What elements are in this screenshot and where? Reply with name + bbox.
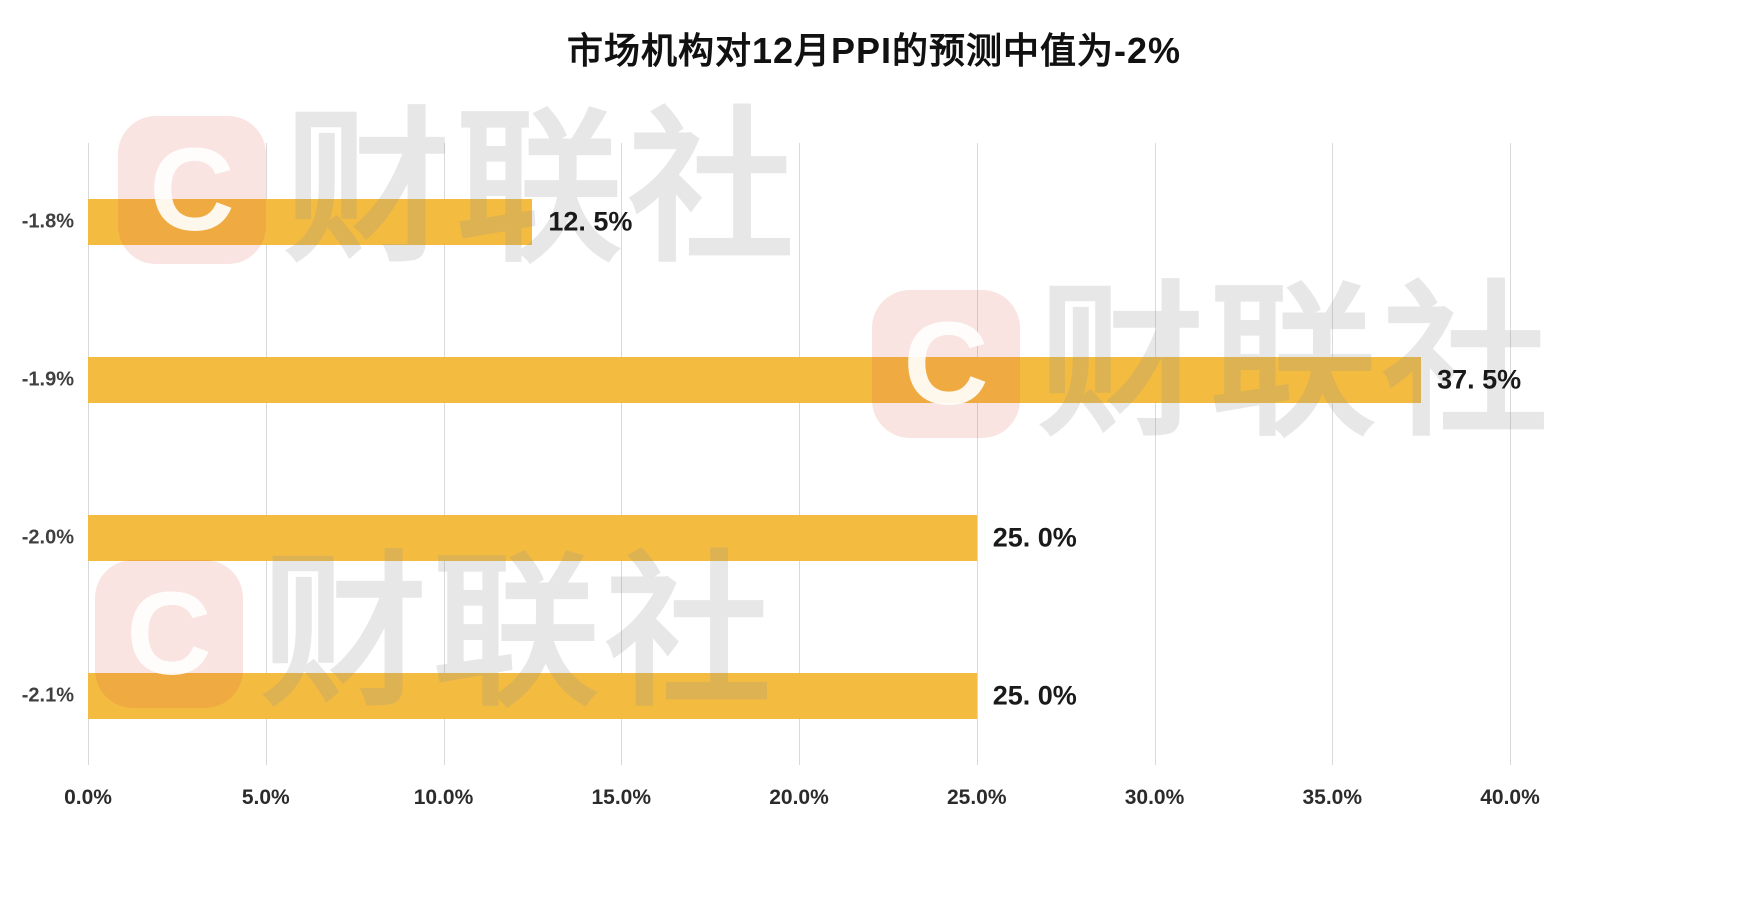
category-label: -1.9%: [21, 368, 74, 391]
value-label: 37. 5%: [1437, 364, 1522, 395]
gridline: [976, 143, 978, 765]
x-tick-label: 15.0%: [591, 786, 652, 809]
gridline: [1332, 143, 1334, 765]
x-tick-label: 35.0%: [1302, 786, 1363, 809]
x-tick-label: 5.0%: [241, 786, 290, 809]
x-tick-label: 40.0%: [1480, 786, 1540, 809]
bar--2.0%: [88, 515, 977, 561]
value-label: 25. 0%: [992, 522, 1077, 553]
bar--1.8%: [88, 199, 533, 245]
bar--1.9%: [88, 357, 1422, 403]
x-tick-label: 20.0%: [769, 786, 829, 809]
x-tick-label: 10.0%: [413, 786, 474, 809]
value-label: 12. 5%: [548, 206, 633, 237]
x-tick-label: 30.0%: [1124, 786, 1185, 809]
gridline: [443, 143, 445, 765]
gridline: [1510, 143, 1511, 765]
gridline: [799, 143, 800, 765]
category-label: -1.8%: [21, 210, 74, 233]
gridline: [88, 143, 89, 765]
x-tick-label: 0.0%: [64, 786, 112, 809]
category-label: -2.1%: [21, 684, 74, 707]
gridline: [1154, 143, 1156, 765]
value-label: 25. 0%: [992, 680, 1077, 711]
x-tick-label: 25.0%: [946, 786, 1007, 809]
category-label: -2.0%: [21, 526, 74, 549]
plot-area: 12. 5% 37. 5% 25. 0% 25. 0%: [88, 143, 1521, 775]
gridline: [621, 143, 623, 765]
chart-title: 市场机构对12月PPI的预测中值为-2%: [566, 30, 1182, 71]
gridline: [265, 143, 267, 765]
bar--2.1%: [88, 673, 977, 719]
